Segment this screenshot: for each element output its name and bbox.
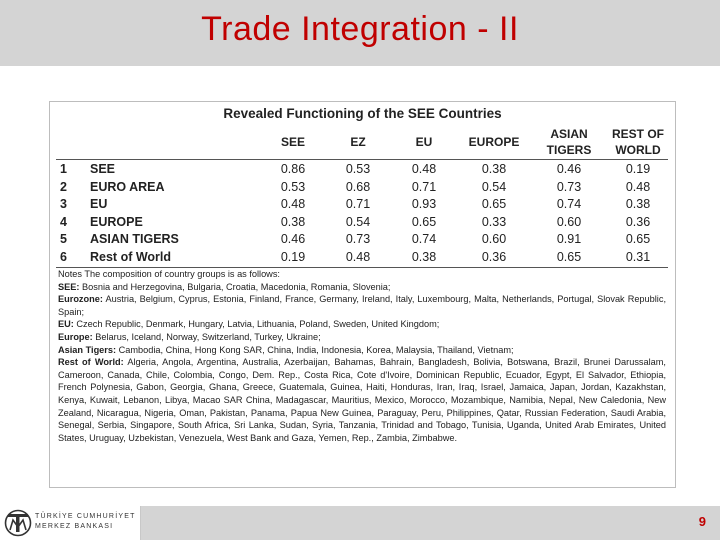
table-row: 3 EU 0.48 0.71 0.93 0.65 0.74 0.38 bbox=[50, 197, 675, 215]
table-row: 6 Rest of World 0.19 0.48 0.38 0.36 0.65 0.31 bbox=[50, 250, 675, 268]
table-cell: 0.33 bbox=[481, 214, 507, 229]
row-label: SEE bbox=[90, 162, 116, 176]
table-cell: 0.65 bbox=[625, 232, 651, 247]
footer-logo: TÜRKİYE CUMHURİYET MERKEZ BANKASI bbox=[0, 506, 141, 540]
notes-group-asian-tigers: Asian Tigers: Cambodia, China, Hong Kong… bbox=[58, 344, 514, 355]
table-cell: 0.38 bbox=[481, 162, 507, 176]
table-cell: 0.19 bbox=[625, 162, 651, 176]
table-cell: 0.48 bbox=[411, 162, 437, 176]
table-cell: 0.74 bbox=[556, 197, 582, 212]
table-cell: 0.53 bbox=[345, 162, 371, 176]
table-cell: 0.48 bbox=[280, 197, 306, 212]
notes-group-eu: EU: Czech Republic, Denmark, Hungary, La… bbox=[58, 319, 440, 330]
table-title: Revealed Functioning of the SEE Countrie… bbox=[223, 106, 502, 121]
notes-group-europe: Europe: Belarus, Iceland, Norway, Switze… bbox=[58, 331, 321, 342]
table-cell: 0.91 bbox=[556, 232, 582, 247]
tcmb-logo-icon bbox=[4, 509, 32, 537]
row-label: EU bbox=[90, 197, 108, 212]
table-cell: 0.38 bbox=[625, 197, 651, 212]
slide-title: Trade Integration - II bbox=[201, 10, 519, 48]
table-cell: 0.48 bbox=[345, 250, 371, 264]
table-cell: 0.93 bbox=[411, 197, 437, 212]
table-row: 4 EUROPE 0.38 0.54 0.65 0.33 0.60 0.36 bbox=[50, 215, 675, 233]
table-cell: 0.54 bbox=[481, 179, 507, 194]
row-number: 2 bbox=[60, 179, 67, 194]
table-cell: 0.54 bbox=[345, 214, 371, 229]
table-cell: 0.60 bbox=[481, 232, 507, 247]
row-label: ASIAN TIGERS bbox=[90, 232, 179, 247]
col-header-europe: EUROPE bbox=[468, 135, 520, 149]
col-header-asian-tigers: ASIAN TIGERS bbox=[546, 127, 592, 157]
header-rule bbox=[56, 159, 668, 160]
col-header-see: SEE bbox=[280, 135, 305, 149]
row-number: 1 bbox=[60, 162, 67, 176]
table-cell: 0.46 bbox=[280, 232, 306, 247]
row-label: EUROPE bbox=[90, 214, 143, 229]
notes-group-rest-of-world: Rest of World: Algeria, Angola, Argentin… bbox=[58, 357, 666, 443]
col-header-rest-of-world: REST OF WORLD bbox=[611, 127, 664, 157]
logo-text: TÜRKİYE CUMHURİYET MERKEZ BANKASI bbox=[35, 513, 136, 530]
row-label: EURO AREA bbox=[90, 179, 165, 194]
table-cell: 0.38 bbox=[280, 214, 306, 229]
table-row: 5 ASIAN TIGERS 0.46 0.73 0.74 0.60 0.91 0.65 bbox=[50, 232, 675, 250]
table-cell: 0.36 bbox=[625, 214, 651, 229]
table-cell: 0.86 bbox=[280, 162, 306, 176]
table-cell: 0.53 bbox=[280, 179, 306, 194]
row-number: 5 bbox=[60, 232, 67, 247]
notes-group-see: SEE: Bosnia and Herzegovina, Bulgaria, C… bbox=[58, 281, 391, 292]
table-cell: 0.38 bbox=[411, 250, 437, 264]
table-cell: 0.73 bbox=[345, 232, 371, 247]
col-header-ez: EZ bbox=[350, 135, 366, 149]
table-cell: 0.19 bbox=[280, 250, 306, 264]
col-header-eu: EU bbox=[415, 135, 433, 149]
table-cell: 0.65 bbox=[481, 197, 507, 212]
table-cell: 0.31 bbox=[625, 250, 651, 264]
row-number: 4 bbox=[60, 214, 67, 229]
table-cell: 0.46 bbox=[556, 162, 582, 176]
row-number: 3 bbox=[60, 197, 67, 212]
row-label: Rest of World bbox=[90, 250, 172, 264]
table-cell: 0.60 bbox=[556, 214, 582, 229]
page-number: 9 bbox=[698, 514, 706, 529]
row-number: 6 bbox=[60, 250, 67, 264]
notes-intro: Notes The composition of country groups … bbox=[58, 269, 280, 279]
table-cell: 0.36 bbox=[481, 250, 507, 264]
footer-rule bbox=[56, 267, 668, 268]
table-cell: 0.73 bbox=[556, 179, 582, 194]
notes-group-eurozone: Eurozone: Austria, Belgium, Cyprus, Esto… bbox=[58, 294, 666, 317]
table-cell: 0.48 bbox=[625, 179, 651, 194]
table-cell: 0.74 bbox=[411, 232, 437, 247]
table-cell: 0.71 bbox=[411, 179, 437, 194]
table-row: 2 EURO AREA 0.53 0.68 0.71 0.54 0.73 0.48 bbox=[50, 180, 675, 198]
table-notes: Notes The composition of country groups … bbox=[58, 268, 666, 444]
table-panel: Revealed Functioning of the SEE Countrie… bbox=[49, 101, 676, 488]
table-cell: 0.65 bbox=[556, 250, 582, 264]
table-cell: 0.65 bbox=[411, 214, 437, 229]
table-cell: 0.71 bbox=[345, 197, 371, 212]
title-bar bbox=[0, 0, 720, 66]
table-row: 1 SEE 0.86 0.53 0.48 0.38 0.46 0.19 bbox=[50, 162, 675, 180]
table-cell: 0.68 bbox=[345, 179, 371, 194]
